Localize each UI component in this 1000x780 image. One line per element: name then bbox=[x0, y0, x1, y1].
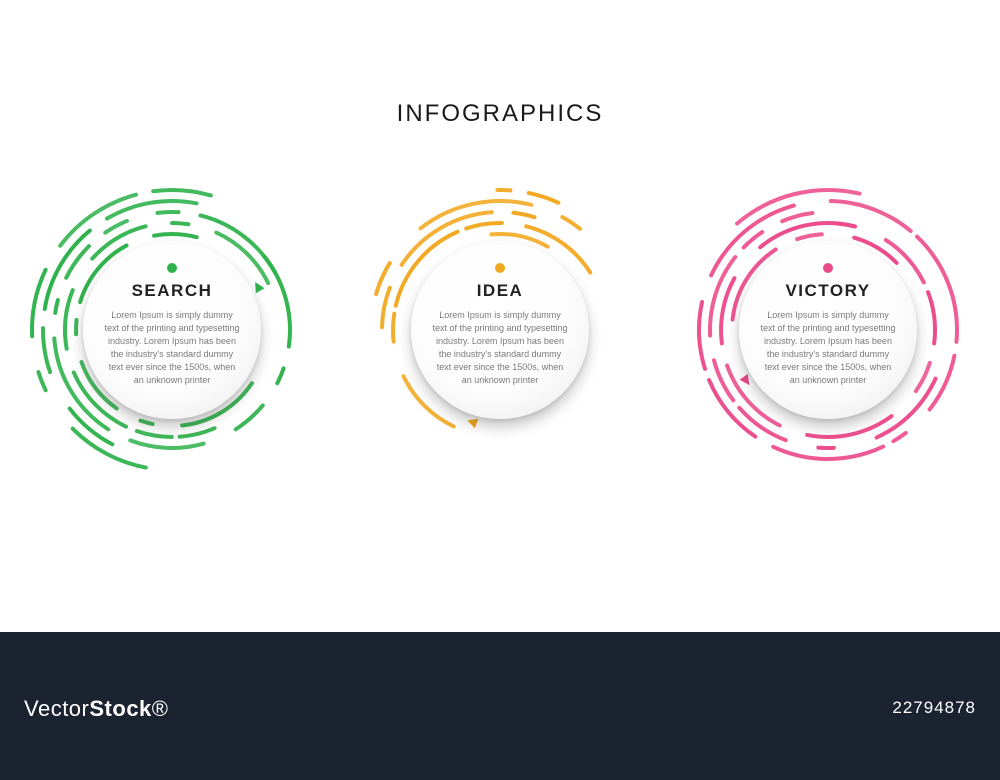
brand-suffix: Stock bbox=[89, 696, 151, 721]
disc-idea: IDEA Lorem Ipsum is simply dummy text of… bbox=[411, 241, 589, 419]
node-search: SEARCH Lorem Ipsum is simply dummy text … bbox=[27, 185, 317, 475]
node-idea: IDEA Lorem Ipsum is simply dummy text of… bbox=[355, 185, 645, 475]
brand-prefix: Vector bbox=[24, 696, 89, 721]
node-heading: SEARCH bbox=[132, 281, 213, 301]
footer-image-id: 22794878 bbox=[892, 698, 976, 718]
dot-icon bbox=[495, 263, 505, 273]
node-victory: VICTORY Lorem Ipsum is simply dummy text… bbox=[683, 185, 973, 475]
disc-search: SEARCH Lorem Ipsum is simply dummy text … bbox=[83, 241, 261, 419]
dot-icon bbox=[167, 263, 177, 273]
page-title: INFOGRAPHICS bbox=[0, 100, 1000, 128]
node-heading: VICTORY bbox=[785, 281, 870, 301]
node-heading: IDEA bbox=[477, 281, 524, 301]
node-body: Lorem Ipsum is simply dummy text of the … bbox=[431, 309, 569, 387]
node-body: Lorem Ipsum is simply dummy text of the … bbox=[103, 309, 241, 387]
dot-icon bbox=[823, 263, 833, 273]
node-body: Lorem Ipsum is simply dummy text of the … bbox=[759, 309, 897, 387]
footer-brand: VectorStock® bbox=[24, 696, 169, 722]
footer-band: VectorStock® 22794878 bbox=[0, 632, 1000, 780]
disc-victory: VICTORY Lorem Ipsum is simply dummy text… bbox=[739, 241, 917, 419]
infographic-row: SEARCH Lorem Ipsum is simply dummy text … bbox=[0, 150, 1000, 510]
brand-reg-icon: ® bbox=[152, 696, 169, 721]
